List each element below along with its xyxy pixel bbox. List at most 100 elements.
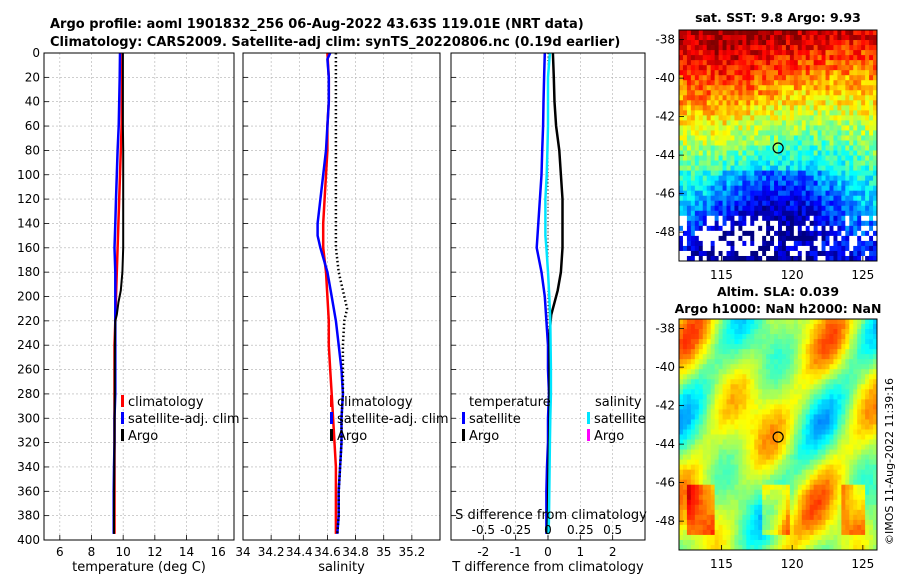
temp-ytick-label: 360 (17, 484, 40, 498)
sst-map-cell (805, 45, 811, 51)
sst-map-cell (805, 40, 811, 46)
sla-map-cell (813, 394, 818, 400)
sst-map-cell (686, 35, 692, 41)
sla-map-cell (766, 339, 771, 345)
sst-map-cell (746, 30, 751, 36)
sla-map-cell (869, 484, 874, 491)
sst-map-cell (758, 90, 763, 96)
sla-map-cell (853, 529, 858, 536)
sla-map-cell (829, 529, 834, 536)
sla-map-cell (821, 324, 826, 330)
sla-map-cell (857, 444, 862, 450)
sst-map-cell (682, 85, 688, 91)
sst-map-cell (718, 120, 723, 126)
sla-map-cell (730, 409, 735, 415)
sst-map-cell (793, 205, 799, 212)
sla-map-cell (857, 319, 862, 325)
sla-map-cell (722, 374, 727, 380)
sst-map-cell (714, 235, 719, 242)
sla-map-cell (679, 399, 684, 405)
sla-map-cell (841, 394, 846, 400)
sla-map-cell (750, 394, 755, 400)
sla-map-cell (694, 374, 700, 380)
sla-map-cell (817, 474, 822, 481)
sla-map-cell (805, 544, 811, 551)
sst-map-cell (686, 150, 692, 156)
sla-map-cell (865, 334, 870, 340)
sla-map-cell (774, 474, 779, 481)
sla-map-cell (869, 319, 874, 325)
sst-map-cell (857, 165, 862, 172)
sst-map-cell (813, 160, 818, 166)
sla-map-cell (706, 499, 712, 506)
sst-map-cell (845, 255, 850, 262)
sst-map-cell (774, 70, 779, 76)
sla-map-cell (706, 409, 712, 415)
sla-map-cell (702, 459, 708, 466)
sla-map-cell (781, 479, 787, 486)
sst-map-cell (679, 215, 684, 222)
sla-map-cell (865, 454, 870, 461)
sst-map-cell (853, 235, 858, 242)
sst-map-cell (770, 185, 775, 192)
sst-map-cell (714, 225, 719, 232)
sla-map-cell (746, 429, 751, 435)
sst-map-cell (754, 210, 759, 217)
sst-map-cell (746, 120, 751, 126)
sla-map-cell (805, 424, 811, 430)
sla-map-cell (722, 394, 727, 400)
sst-map-cell (873, 35, 878, 41)
sla-map-cell (702, 329, 708, 335)
sst-map-cell (825, 170, 830, 177)
sst-map-cell (817, 30, 822, 36)
sst-map-cell (766, 190, 771, 197)
sst-map-cell (789, 145, 795, 151)
sla-map-cell (686, 344, 692, 350)
sst-map-cell (821, 205, 826, 212)
sla-map-cell (714, 389, 719, 395)
sst-map-cell (694, 100, 700, 106)
sst-map-cell (726, 210, 731, 217)
sla-map-cell (738, 424, 743, 430)
sla-map-cell (734, 374, 739, 380)
sla-map-cell (865, 389, 870, 395)
sla-map-cell (813, 389, 818, 395)
sla-map-cell (686, 364, 692, 370)
sst-map-cell (825, 150, 830, 156)
sst-map-cell (758, 105, 763, 111)
sst-map-cell (793, 75, 799, 81)
sla-map-cell (770, 469, 775, 476)
sst-map-cell (690, 180, 696, 187)
sst-map-cell (714, 85, 719, 91)
sst-map-cell (781, 115, 787, 121)
sla-map-cell (805, 499, 811, 506)
sla-map-cell (738, 449, 743, 455)
sst-map-cell (797, 180, 803, 187)
sla-map-cell (746, 494, 751, 501)
sla-map-cell (829, 544, 834, 551)
sla-map-cell (686, 419, 692, 425)
sla-map-cell (853, 394, 858, 400)
sst-map-cell (821, 120, 826, 126)
sla-map-cell (754, 329, 759, 335)
sla-map-cell (730, 444, 735, 450)
sla-map-cell (706, 484, 712, 491)
sst-map-cell (679, 180, 684, 187)
sla-map-cell (770, 339, 775, 345)
sla-map-cell (686, 514, 692, 521)
sst-map-cell (774, 240, 779, 247)
sla-map-cell (738, 329, 743, 335)
sla-map-cell (829, 534, 834, 541)
sla-map-cell (730, 519, 735, 526)
sla-map-cell (873, 494, 878, 501)
sla-map-cell (873, 464, 878, 471)
sst-map-cell (742, 145, 747, 151)
sla-map-cell (789, 399, 795, 405)
sla-map-cell (821, 454, 826, 461)
sst-map-cell (754, 165, 759, 172)
sst-map-cell (793, 215, 799, 222)
sst-map-cell (805, 145, 811, 151)
sst-map-cell (778, 170, 783, 177)
sla-map-cell (746, 539, 751, 546)
sla-map-cell (746, 529, 751, 536)
